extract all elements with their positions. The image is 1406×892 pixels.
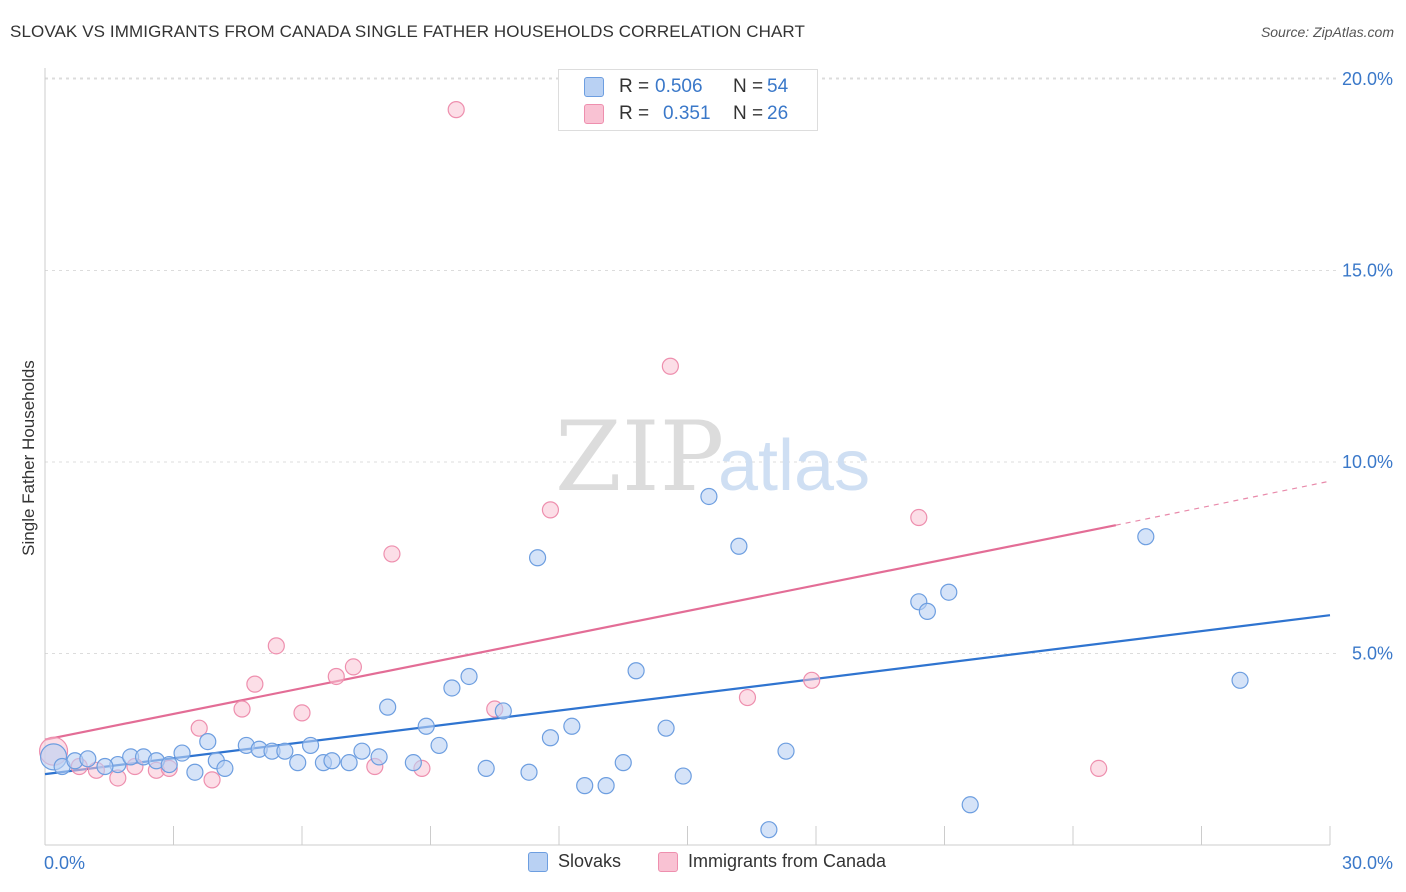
slovaks-point <box>216 759 234 778</box>
slovaks-point <box>674 767 692 785</box>
legend-item-canada[interactable]: Immigrants from Canada <box>658 851 886 872</box>
r-value: 0.351 <box>663 103 711 124</box>
canada-point <box>383 545 401 563</box>
y-tick-label: 20.0% <box>1342 69 1393 89</box>
canada-point <box>233 700 251 718</box>
stats-legend: R = 0.506 N = 54 R = 0.351 N = 26 <box>558 69 818 131</box>
slovaks-point <box>199 732 217 751</box>
slovaks-point <box>379 698 397 716</box>
canada-point <box>1090 759 1108 778</box>
slovaks-point <box>614 754 632 772</box>
r-label: R = <box>619 76 650 97</box>
canada-point <box>803 671 821 689</box>
slovaks-point <box>460 667 478 686</box>
trend-layer <box>44 480 1331 776</box>
canada-legend-swatch <box>658 851 678 872</box>
canada-point <box>910 508 928 527</box>
grid-layer <box>45 77 1338 654</box>
n-value: 54 <box>767 76 789 97</box>
canada-point <box>661 357 679 375</box>
canada-point <box>267 637 285 655</box>
slovaks-swatch <box>584 77 604 97</box>
slovaks-point <box>353 742 371 760</box>
slovaks-point <box>79 750 97 768</box>
slovaks-point <box>760 821 778 839</box>
slovaks-point <box>494 702 512 720</box>
canada-point <box>203 771 221 789</box>
slovaks-point <box>340 754 358 772</box>
x-tick-label-max: 30.0% <box>1342 853 1393 873</box>
source-label: Source: ZipAtlas.com <box>1260 24 1394 40</box>
slovaks-point <box>323 752 341 770</box>
slovaks-trend-line <box>44 614 1331 776</box>
slovaks-point <box>160 755 178 774</box>
n-label: N = <box>733 103 764 124</box>
slovaks-point <box>528 549 547 567</box>
canada-trend-line <box>44 524 1117 741</box>
chart-title: SLOVAK VS IMMIGRANTS FROM CANADA SINGLE … <box>10 22 805 41</box>
points-layer <box>38 101 1249 839</box>
slovaks-legend-swatch <box>528 851 548 872</box>
axis-layer <box>44 68 1331 846</box>
bottom-legend: Slovaks Immigrants from Canada <box>0 851 1406 879</box>
slovaks-point <box>541 729 560 747</box>
slovaks-point <box>370 748 388 766</box>
watermark-atlas: atlas <box>718 426 870 506</box>
y-axis-title: Single Father Households <box>19 360 38 556</box>
y-tick-label: 15.0% <box>1342 261 1393 281</box>
canada-point <box>344 658 362 676</box>
slovaks-point <box>597 777 615 795</box>
r-label: R = <box>619 103 650 124</box>
label-layer: 5.0% 10.0% 15.0% 20.0% 0.0% 30.0% <box>44 69 1393 873</box>
slovaks-point <box>301 736 320 755</box>
slovaks-point <box>961 796 979 814</box>
slovaks-point <box>186 763 204 781</box>
slovaks-point <box>1231 671 1249 689</box>
slovaks-point <box>563 717 581 735</box>
legend-label-slovaks: Slovaks <box>558 851 622 871</box>
y-tick-label: 5.0% <box>1352 644 1393 664</box>
slovaks-point <box>173 744 191 762</box>
slovaks-point <box>443 679 461 697</box>
canada-point <box>541 501 560 519</box>
slovaks-point <box>430 736 448 755</box>
slovaks-point <box>657 719 675 737</box>
slovaks-point <box>777 742 795 760</box>
legend-item-slovaks[interactable]: Slovaks <box>528 851 621 872</box>
n-value: 26 <box>767 103 789 124</box>
slovaks-point <box>520 763 538 781</box>
canada-point <box>293 704 311 722</box>
canada-swatch <box>584 104 604 124</box>
watermark-zip: ZIP <box>555 401 724 513</box>
slovaks-point <box>96 757 114 776</box>
stats-row-canada: R = 0.351 N = 26 <box>584 102 789 126</box>
legend-label-canada: Immigrants from Canada <box>688 851 887 871</box>
slovaks-point <box>627 662 645 680</box>
slovaks-point <box>700 487 718 506</box>
slovaks-point <box>276 742 294 760</box>
canada-trend-extension <box>1115 480 1331 526</box>
x-tick-label-min: 0.0% <box>44 853 85 873</box>
slovaks-point <box>289 754 307 772</box>
slovaks-point <box>404 754 422 772</box>
stats-row-slovaks: R = 0.506 N = 54 <box>584 75 789 99</box>
slovaks-point <box>1137 528 1155 546</box>
canada-point <box>246 675 264 693</box>
slovaks-point <box>477 759 495 778</box>
slovaks-point <box>417 717 435 735</box>
r-value: 0.506 <box>655 76 703 97</box>
slovaks-point <box>730 537 748 555</box>
canada-point <box>190 719 208 737</box>
canada-point <box>327 667 345 686</box>
canada-point <box>738 688 757 707</box>
slovaks-point <box>576 777 594 795</box>
slovaks-point <box>918 602 936 620</box>
y-tick-label: 10.0% <box>1342 452 1393 472</box>
n-label: N = <box>733 76 764 97</box>
slovaks-point <box>940 583 958 601</box>
canada-point <box>447 101 465 119</box>
